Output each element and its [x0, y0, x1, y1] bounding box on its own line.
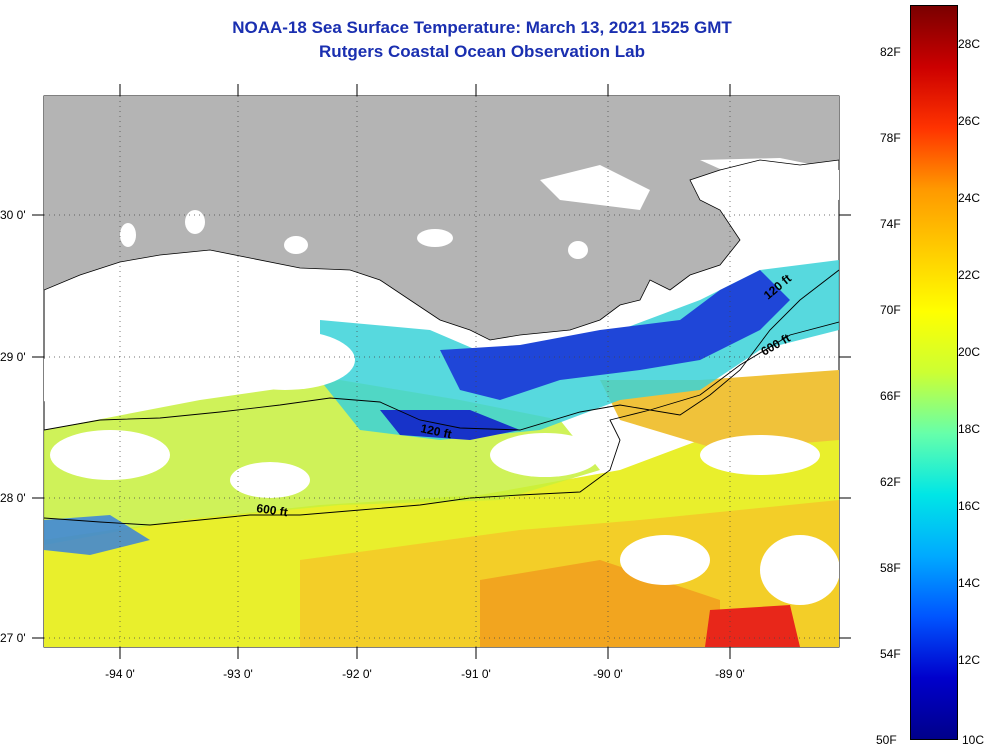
colorbar-f-label: 70F [880, 303, 901, 317]
contour-120ft [44, 269, 839, 431]
coastline [44, 159, 839, 341]
lon-label: -94 0' [105, 667, 135, 681]
lake-pontchartrain [540, 165, 650, 210]
sst-field [44, 96, 839, 647]
hot-spot-region [705, 605, 800, 647]
lon-label: -90 0' [593, 667, 623, 681]
lon-label: -91 0' [461, 667, 491, 681]
cold-coastal-water [440, 270, 790, 400]
lon-label: -89 0' [715, 667, 745, 681]
colorbar-c-label: 14C [958, 576, 981, 590]
contour-label-120-west: 120 ft [419, 421, 453, 441]
lat-label: 29 0' [0, 350, 26, 364]
cloud-patch [44, 345, 125, 415]
colorbar-c-label: 28C [958, 37, 981, 51]
lake [284, 236, 308, 254]
colorbar-f-label: 58F [880, 561, 901, 575]
colorbar-c-label: 10C [962, 733, 985, 747]
colorbar-f-label: 74F [880, 217, 901, 231]
colorbar-c-label: 16C [958, 499, 981, 513]
cloud-patch [490, 433, 600, 477]
colorbar-c-label: 26C [958, 114, 981, 128]
bay [700, 158, 839, 200]
cloud-patch [760, 535, 839, 605]
colorbar-c-label: 12C [958, 653, 981, 667]
colorbar-c-label: 18C [958, 422, 981, 436]
lake [568, 241, 588, 259]
temperature-colorbar [910, 5, 958, 740]
colorbar-f-label: 62F [880, 475, 901, 489]
cloud-patch [620, 535, 710, 585]
colorbar-f-label: 50F [876, 733, 897, 747]
cloud-patch [700, 435, 820, 475]
cloud-patch [230, 462, 310, 498]
colorbar-f-label: 54F [880, 647, 901, 661]
land-region [44, 96, 839, 340]
lake [417, 229, 453, 247]
lat-label: 30 0' [0, 208, 26, 222]
colorbar-c-label: 24C [958, 191, 981, 205]
bathymetry-contours [44, 269, 839, 526]
lat-label: 28 0' [0, 491, 26, 505]
lake [120, 223, 136, 247]
lon-label: -93 0' [223, 667, 253, 681]
contour-600ft [44, 321, 839, 526]
contour-label-600-west: 600 ft [256, 501, 289, 519]
colorbar-f-label: 66F [880, 389, 901, 403]
axis-ticks [32, 84, 851, 659]
map-subtitle: Rutgers Coastal Ocean Observation Lab [319, 42, 645, 61]
lake [185, 210, 205, 234]
graticule [44, 96, 839, 647]
cloud-patch [215, 330, 355, 390]
colorbar-c-label: 22C [958, 268, 981, 282]
colorbar-f-label: 78F [880, 131, 901, 145]
lon-label: -92 0' [342, 667, 372, 681]
cloud-patch [50, 430, 170, 480]
colorbar-f-label: 82F [880, 45, 901, 59]
cool-patch-west [44, 515, 150, 555]
map-title: NOAA-18 Sea Surface Temperature: March 1… [232, 18, 732, 37]
lat-label: 27 0' [0, 631, 26, 645]
colorbar-c-label: 20C [958, 345, 981, 359]
